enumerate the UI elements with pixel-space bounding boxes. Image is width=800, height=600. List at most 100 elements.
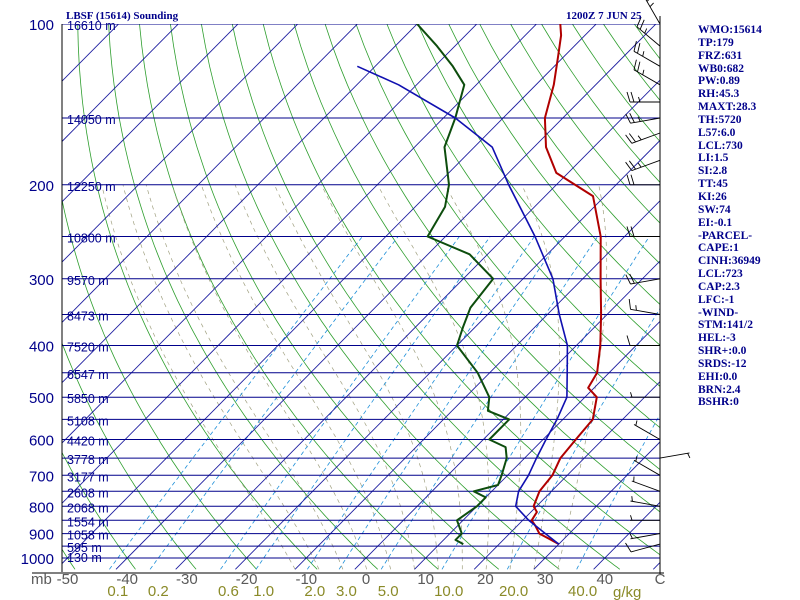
isotherm — [62, 24, 299, 263]
isotherm — [62, 24, 418, 384]
observation-time: 1200Z 7 JUN 25 — [566, 10, 642, 22]
sounding-index-item: BSHR:0 — [698, 396, 739, 409]
isotherm — [62, 24, 358, 323]
dewpoint-line — [416, 24, 511, 545]
isotherm — [294, 200, 660, 570]
pressure-label: 500 — [29, 390, 54, 407]
mixing-ratio-line — [506, 307, 660, 570]
mixing-ratio-label: 2.0 — [304, 583, 325, 600]
isotherm — [175, 79, 660, 570]
height-label: 6547 m — [67, 368, 109, 382]
moist-adiabat — [101, 184, 296, 570]
dry-adiabat — [62, 197, 257, 570]
sounding-index-item: WMO:15614 — [698, 24, 762, 36]
sounding-index-item: SW:74 — [698, 203, 731, 216]
moist-adiabat — [557, 184, 608, 570]
height-label: 9570 m — [67, 274, 109, 288]
temperature-tick-label: 10 — [417, 571, 434, 588]
isotherm — [62, 24, 179, 143]
dry-adiabat — [386, 24, 660, 387]
wind-barb — [631, 476, 661, 492]
pressure-label: 800 — [29, 499, 54, 516]
sounding-index-item: -WIND- — [698, 306, 739, 319]
dry-adiabat — [62, 451, 136, 570]
wind-barb — [636, 17, 661, 47]
sounding-index-item: CAP:2.3 — [698, 280, 740, 293]
sounding-index-item: L57:6.0 — [698, 126, 736, 139]
dry-adiabat — [201, 24, 560, 570]
temperature-tick-label: 20 — [477, 571, 494, 588]
isotherm — [0, 12, 11, 569]
sounding-index-item: RH:45.3 — [698, 88, 740, 101]
pressure-label: 1000 — [21, 551, 54, 568]
temperature-line — [530, 24, 603, 545]
moist-adiabat — [521, 184, 560, 570]
temperature-tick-label: C — [655, 571, 666, 588]
sounding-index-item: TP:179 — [698, 36, 734, 49]
height-label: 1554 m — [67, 515, 109, 529]
dry-adiabat — [355, 24, 660, 429]
wind-barb — [625, 159, 661, 172]
mixing-ratio-unit: g/kg — [613, 584, 641, 600]
mixing-ratio-label: 0.2 — [148, 583, 169, 600]
sounding-index-item: EI:-0.1 — [698, 216, 733, 229]
height-label: 8473 m — [67, 310, 109, 324]
height-label: 5850 m — [67, 392, 109, 406]
parcel-line — [356, 65, 569, 545]
isotherm — [235, 139, 660, 570]
sounding-index-item: CAPE:1 — [698, 242, 739, 255]
sounding-index-item: TH:5720 — [698, 113, 742, 126]
sounding-index-item: LI:1.5 — [698, 152, 729, 165]
mixing-ratio-line — [338, 236, 563, 570]
wind-barb — [628, 298, 661, 315]
temperature-tick-label: -30 — [176, 571, 198, 588]
moist-adiabat — [200, 184, 391, 570]
sounding-index-item: -PARCEL- — [698, 229, 753, 242]
height-label: 5108 m — [67, 414, 109, 428]
sounding-index-item: LCL:730 — [698, 139, 743, 152]
mixing-ratio-label: 20.0 — [499, 583, 528, 600]
dry-adiabat — [170, 24, 500, 570]
sounding-index-item: LCL:723 — [698, 268, 743, 281]
pressure-label: 400 — [29, 339, 54, 356]
sounding-index-item: PW:0.89 — [698, 75, 740, 88]
temperature-tick-label: -40 — [116, 571, 138, 588]
dry-adiabat — [0, 24, 15, 569]
pressure-label: 700 — [29, 468, 54, 485]
isotherm — [62, 24, 538, 504]
height-label: 10800 m — [67, 232, 116, 246]
wind-barb — [659, 452, 691, 459]
sounding-index-item: CINH:36949 — [698, 255, 761, 268]
moist-adiabat — [377, 184, 490, 570]
sounding-index-item: EHI:0.0 — [698, 370, 738, 383]
isotherm — [62, 24, 597, 565]
wind-barb — [626, 335, 660, 346]
pressure-label: 900 — [29, 527, 54, 544]
isotherm — [62, 24, 120, 82]
height-label: 3177 m — [67, 470, 109, 484]
pressure-label: 200 — [29, 178, 54, 195]
isotherm — [0, 12, 71, 569]
moist-adiabat — [171, 184, 368, 570]
sounding-index-item: BRN:2.4 — [698, 383, 741, 396]
wind-barb — [633, 59, 661, 86]
sounding-index-item: STM:141/2 — [698, 319, 753, 332]
isotherm — [414, 320, 660, 570]
moist-adiabat — [145, 184, 344, 570]
height-label: 3778 m — [67, 453, 109, 467]
wind-barb — [626, 91, 660, 103]
wind-barb — [625, 132, 661, 144]
moist-adiabat — [444, 184, 522, 570]
wind-barb — [645, 0, 661, 25]
height-label: 2068 m — [67, 501, 109, 515]
temperature-tick-label: -50 — [57, 571, 79, 588]
sounding-index-item: WB0:682 — [698, 62, 744, 75]
mixing-ratio-line — [255, 236, 491, 570]
wind-barb — [633, 420, 661, 440]
temperature-tick-label: 0 — [362, 571, 370, 588]
mixing-ratio-label: 3.0 — [336, 583, 357, 600]
sounding-index-item: SRDS:-12 — [698, 357, 747, 370]
sounding-index-item: MAXT:28.3 — [698, 101, 757, 114]
wind-barb — [630, 496, 661, 507]
pressure-label: 600 — [29, 433, 54, 450]
